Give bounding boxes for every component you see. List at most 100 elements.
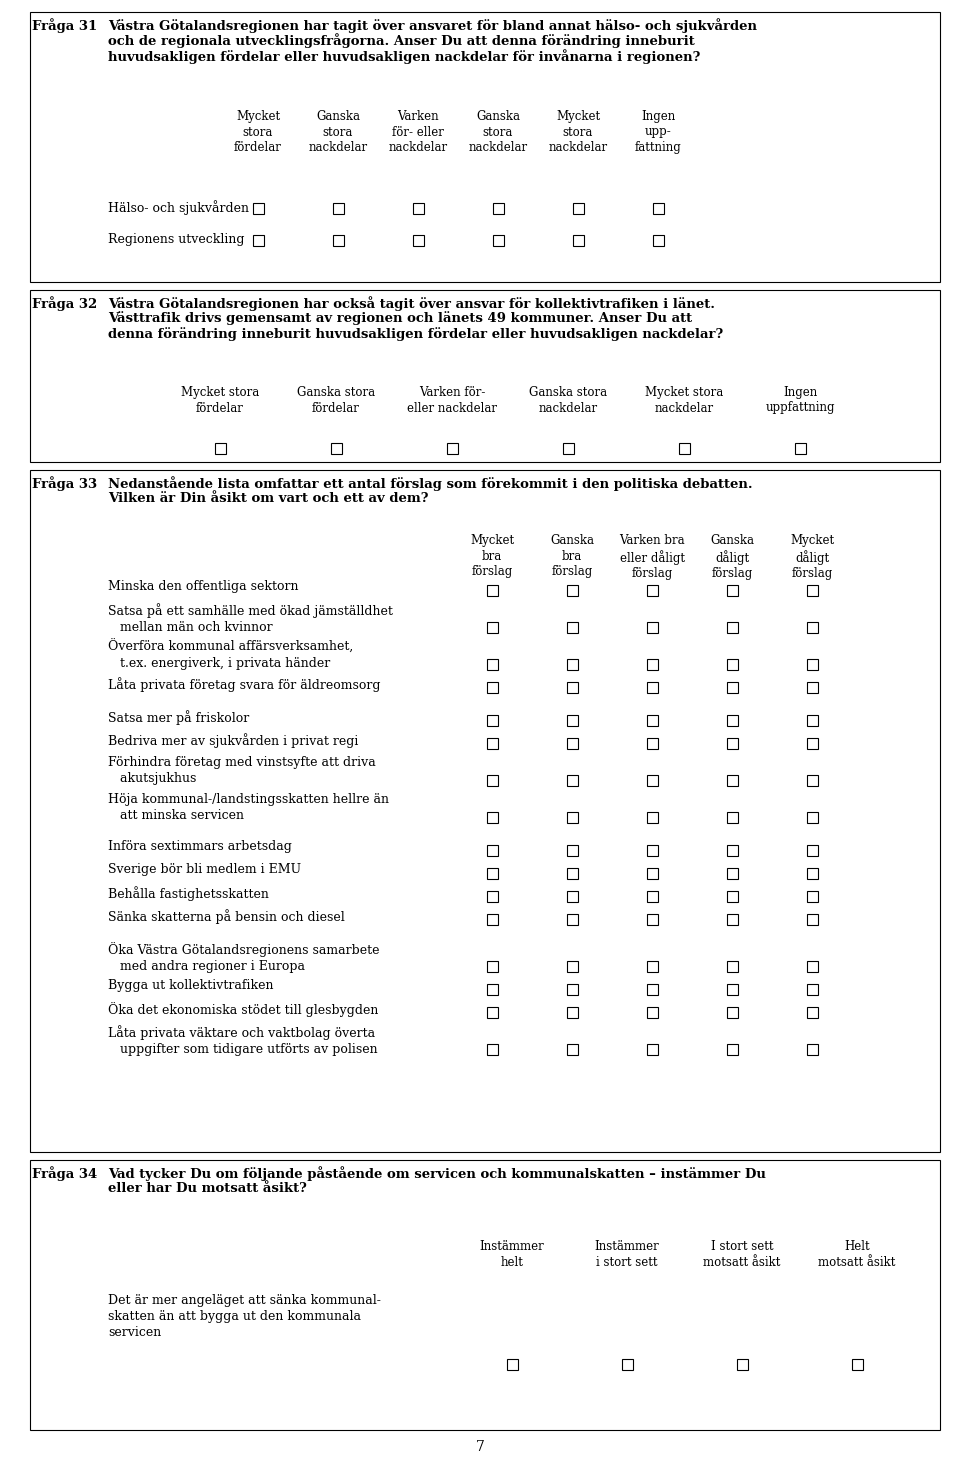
Bar xyxy=(566,812,578,823)
Bar xyxy=(727,681,737,693)
Bar xyxy=(566,622,578,633)
Bar xyxy=(806,913,818,925)
Bar xyxy=(806,983,818,995)
Text: Instämmer
helt: Instämmer helt xyxy=(480,1240,544,1268)
Bar xyxy=(566,659,578,671)
Bar xyxy=(487,983,497,995)
Bar xyxy=(566,1007,578,1017)
Text: Mycket stora
fördelar: Mycket stora fördelar xyxy=(180,386,259,415)
Bar xyxy=(487,868,497,878)
Bar xyxy=(806,659,818,671)
Bar xyxy=(566,913,578,925)
Bar xyxy=(332,235,344,245)
Text: Låta privata väktare och vaktbolag överta
   uppgifter som tidigare utförts av p: Låta privata väktare och vaktbolag övert… xyxy=(108,1026,377,1056)
Bar xyxy=(727,844,737,856)
Bar xyxy=(646,584,658,596)
Bar xyxy=(252,203,263,213)
Bar xyxy=(487,774,497,786)
Bar xyxy=(653,203,663,213)
Text: huvudsakligen fördelar eller huvudsakligen nackdelar för invånarna i regionen?: huvudsakligen fördelar eller huvudsaklig… xyxy=(108,50,701,64)
Bar xyxy=(492,203,503,213)
Text: denna förändring inneburit huvudsakligen fördelar eller huvudsakligen nackdelar?: denna förändring inneburit huvudsakligen… xyxy=(108,327,723,340)
Text: Vad tycker Du om följande påstående om servicen och kommunalskatten – instämmer : Vad tycker Du om följande påstående om s… xyxy=(108,1166,766,1180)
Bar xyxy=(727,891,737,901)
Bar xyxy=(727,961,737,972)
Text: Överföra kommunal affärsverksamhet,
   t.ex. energiverk, i privata händer: Överföra kommunal affärsverksamhet, t.ex… xyxy=(108,640,353,671)
Bar xyxy=(646,983,658,995)
Text: Instämmer
i stort sett: Instämmer i stort sett xyxy=(594,1240,660,1268)
Text: Höja kommunal-/landstingsskatten hellre än
   att minska servicen: Höja kommunal-/landstingsskatten hellre … xyxy=(108,793,389,823)
Bar xyxy=(806,681,818,693)
Text: Behålla fastighetsskatten: Behålla fastighetsskatten xyxy=(108,885,269,901)
Bar xyxy=(566,1045,578,1055)
Bar xyxy=(646,681,658,693)
Bar xyxy=(487,891,497,901)
Bar xyxy=(727,659,737,671)
Text: Ingen
upp-
fattning: Ingen upp- fattning xyxy=(635,110,682,153)
Text: Helt
motsatt åsikt: Helt motsatt åsikt xyxy=(818,1240,896,1268)
Bar xyxy=(646,774,658,786)
Text: Västtrafik drivs gemensamt av regionen och länets 49 kommuner. Anser Du att: Västtrafik drivs gemensamt av regionen o… xyxy=(108,311,692,326)
Bar xyxy=(727,738,737,748)
Bar xyxy=(727,868,737,878)
Text: Västra Götalandsregionen har också tagit över ansvar för kollektivtrafiken i län: Västra Götalandsregionen har också tagit… xyxy=(108,297,715,311)
Text: Varken bra
eller dåligt
förslag: Varken bra eller dåligt förslag xyxy=(619,535,684,580)
Text: Västra Götalandsregionen har tagit över ansvaret för bland annat hälso- och sjuk: Västra Götalandsregionen har tagit över … xyxy=(108,18,757,34)
Bar xyxy=(487,844,497,856)
Bar xyxy=(806,584,818,596)
Text: Mycket
bra
förslag: Mycket bra förslag xyxy=(470,535,514,579)
Text: Nedanstående lista omfattar ett antal förslag som förekommit i den politiska deb: Nedanstående lista omfattar ett antal fö… xyxy=(108,476,753,491)
Text: Fråga 33: Fråga 33 xyxy=(32,476,97,491)
Bar xyxy=(566,738,578,748)
Bar xyxy=(727,812,737,823)
Text: Ganska stora
nackdelar: Ganska stora nackdelar xyxy=(529,386,607,415)
Text: Införa sextimmars arbetsdag: Införa sextimmars arbetsdag xyxy=(108,840,292,853)
Bar xyxy=(566,681,578,693)
Bar xyxy=(566,844,578,856)
Bar xyxy=(646,844,658,856)
Bar xyxy=(646,622,658,633)
Text: Bedriva mer av sjukvården i privat regi: Bedriva mer av sjukvården i privat regi xyxy=(108,733,358,748)
Text: Varken
för- eller
nackdelar: Varken för- eller nackdelar xyxy=(389,110,447,153)
Text: Vilken är Din åsikt om vart och ett av dem?: Vilken är Din åsikt om vart och ett av d… xyxy=(108,491,428,504)
Bar xyxy=(566,714,578,726)
Bar xyxy=(487,659,497,671)
Text: Mycket
stora
fördelar: Mycket stora fördelar xyxy=(234,110,282,153)
Text: Varken för-
eller nackdelar: Varken för- eller nackdelar xyxy=(407,386,497,415)
Bar xyxy=(621,1359,633,1369)
Bar xyxy=(646,913,658,925)
Bar xyxy=(487,584,497,596)
Text: Mycket stora
nackdelar: Mycket stora nackdelar xyxy=(645,386,723,415)
Bar xyxy=(806,891,818,901)
Text: Låta privata företag svara för äldreomsorg: Låta privata företag svara för äldreomso… xyxy=(108,676,380,693)
Text: Fråga 31: Fråga 31 xyxy=(32,18,97,34)
Text: Mycket
dåligt
förslag: Mycket dåligt förslag xyxy=(790,535,834,580)
Text: Fråga 32: Fråga 32 xyxy=(32,297,97,311)
Bar xyxy=(646,868,658,878)
Text: Minska den offentliga sektorn: Minska den offentliga sektorn xyxy=(108,580,299,593)
Bar xyxy=(736,1359,748,1369)
Bar xyxy=(646,659,658,671)
Bar xyxy=(806,714,818,726)
Bar xyxy=(30,1160,940,1430)
Text: I stort sett
motsatt åsikt: I stort sett motsatt åsikt xyxy=(704,1240,780,1268)
Text: Sverige bör bli medlem i EMU: Sverige bör bli medlem i EMU xyxy=(108,863,301,877)
Bar xyxy=(563,443,573,453)
Text: Ganska
bra
förslag: Ganska bra förslag xyxy=(550,535,594,579)
Bar xyxy=(727,1007,737,1017)
Bar xyxy=(566,584,578,596)
Bar xyxy=(446,443,458,453)
Bar xyxy=(487,622,497,633)
Bar xyxy=(806,812,818,823)
Text: Mycket
stora
nackdelar: Mycket stora nackdelar xyxy=(548,110,608,153)
Bar xyxy=(252,235,263,245)
Bar xyxy=(646,1045,658,1055)
Bar xyxy=(852,1359,862,1369)
Bar xyxy=(806,1007,818,1017)
Text: Regionens utveckling: Regionens utveckling xyxy=(108,234,245,247)
Bar xyxy=(653,235,663,245)
Bar xyxy=(572,203,584,213)
Bar xyxy=(413,203,423,213)
Bar xyxy=(487,961,497,972)
Bar xyxy=(806,961,818,972)
